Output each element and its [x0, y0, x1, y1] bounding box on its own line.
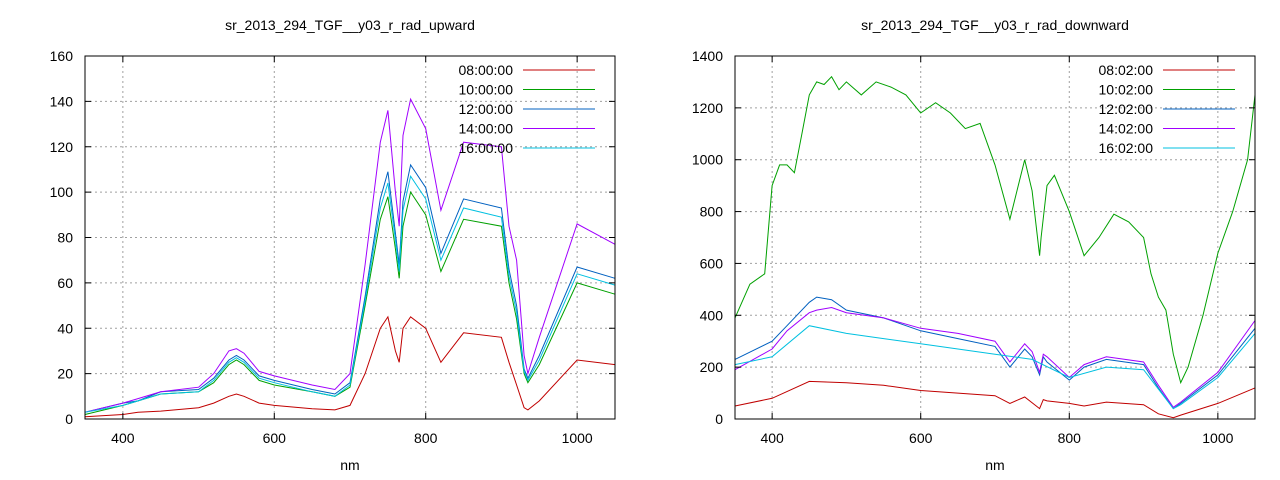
x-tick-label: 1000	[562, 430, 593, 446]
plot-frame	[734, 55, 1256, 420]
y-tick-label: 120	[50, 139, 74, 155]
series-line-3	[734, 296, 1256, 410]
legend-label-4: 14:02:00	[1099, 121, 1154, 137]
series-line-2	[84, 190, 616, 415]
y-tick-label: 800	[700, 204, 724, 220]
x-tick-label: 800	[1058, 430, 1082, 446]
y-tick-label: 0	[715, 411, 723, 427]
series-line-5	[734, 325, 1256, 410]
legend-label-2: 10:02:00	[1099, 82, 1154, 98]
legend-label-1: 08:00:00	[459, 62, 514, 78]
y-tick-label: 1000	[692, 152, 723, 168]
y-tick-label: 20	[57, 366, 73, 382]
x-tick-label: 400	[760, 430, 784, 446]
y-tick-label: 100	[50, 184, 74, 200]
series-line-4	[84, 97, 616, 413]
y-tick-label: 600	[700, 255, 724, 271]
chart-title: sr_2013_294_TGF__y03_r_rad_downward	[861, 17, 1129, 33]
series-line-1	[84, 315, 616, 418]
legend-label-3: 12:02:00	[1099, 101, 1154, 117]
x-axis-label: nm	[340, 457, 359, 473]
y-tick-label: 140	[50, 93, 74, 109]
series-line-4	[734, 306, 1256, 409]
chart-title: sr_2013_294_TGF__y03_r_rad_upward	[225, 17, 475, 33]
legend-label-3: 12:00:00	[459, 101, 514, 117]
legend-label-4: 14:00:00	[459, 121, 514, 137]
y-tick-label: 200	[700, 359, 724, 375]
x-axis-label: nm	[985, 457, 1004, 473]
y-tick-label: 60	[57, 275, 73, 291]
y-tick-label: 40	[57, 320, 73, 336]
y-tick-label: 80	[57, 230, 73, 246]
chart-panel-1: 0 20 40 60 80 100 120 140 160 400 600 800 1000 sr_201…	[50, 17, 616, 473]
legend-label-2: 10:00:00	[459, 82, 514, 98]
chart-panel-2: 0 200 400 600 800 1000 1200 1400 400 600 800 1000 sr…	[692, 17, 1256, 473]
y-tick-label: 160	[50, 48, 74, 64]
y-tick-label: 1200	[692, 100, 723, 116]
x-tick-label: 400	[111, 430, 135, 446]
legend-label-5: 16:00:00	[459, 140, 514, 156]
x-tick-label: 600	[909, 430, 933, 446]
legend-label-5: 16:02:00	[1099, 140, 1154, 156]
series-line-3	[84, 163, 616, 413]
series-line-1	[734, 380, 1256, 419]
y-tick-label: 400	[700, 307, 724, 323]
y-tick-label: 1400	[692, 48, 723, 64]
series-line-2	[734, 75, 1256, 385]
series-line-5	[84, 174, 616, 413]
legend-label-1: 08:02:00	[1099, 62, 1154, 78]
x-tick-label: 800	[414, 430, 438, 446]
x-tick-label: 600	[263, 430, 287, 446]
x-tick-label: 1000	[1202, 430, 1233, 446]
y-tick-label: 0	[65, 411, 73, 427]
